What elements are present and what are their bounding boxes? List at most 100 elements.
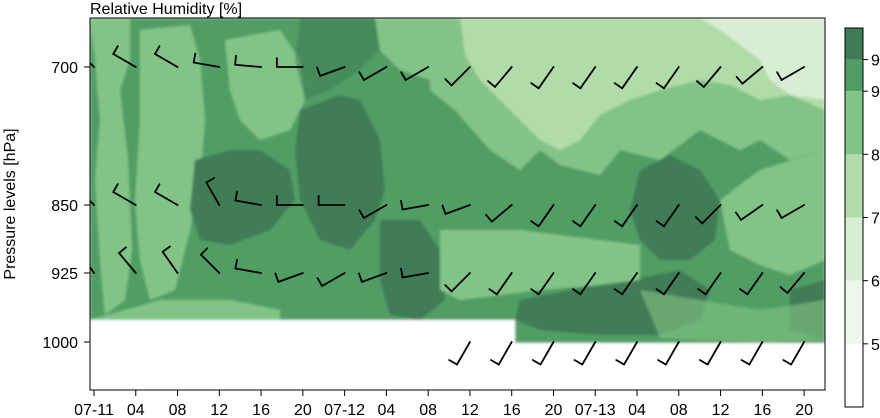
wind-barb <box>655 272 680 296</box>
wind-barbs <box>90 45 806 366</box>
wind-barb <box>112 183 137 206</box>
wind-barb <box>234 54 262 68</box>
wind-barb <box>655 66 680 90</box>
wind-barb <box>400 267 430 279</box>
wind-barb <box>572 66 597 90</box>
wind-barb <box>694 204 722 225</box>
x-tick-label: 07-13 <box>575 402 616 418</box>
colorbar-tick-label: 95 <box>871 53 880 70</box>
x-tick-label: 20 <box>795 402 813 418</box>
colorbar-segment <box>845 154 863 218</box>
x-tick-label: 12 <box>712 402 730 418</box>
wind-barb <box>613 272 638 296</box>
wind-barb <box>112 45 137 68</box>
x-tick-label: 16 <box>753 402 771 418</box>
rh-band-60-70 <box>700 18 825 100</box>
wind-barb <box>573 341 597 366</box>
wind-barb <box>490 341 513 366</box>
wind-barb <box>161 245 179 274</box>
wind-barb <box>444 66 471 87</box>
colorbar-segment <box>845 217 863 281</box>
colorbar-segment <box>845 280 863 344</box>
wind-barb <box>696 66 722 88</box>
y-tick-label: 925 <box>51 266 78 283</box>
wind-barb <box>487 66 513 88</box>
wind-barb <box>200 247 221 274</box>
wind-barb <box>615 341 638 366</box>
y-tick-label: 850 <box>51 198 78 215</box>
no-data-region-left <box>90 320 515 390</box>
wind-barb <box>776 204 806 219</box>
colorbar-segment <box>845 28 863 60</box>
wind-barb <box>358 204 388 219</box>
colorbar-tick-label: 70 <box>871 211 880 228</box>
x-tick-label: 04 <box>378 402 396 418</box>
x-tick-label: 12 <box>461 402 479 418</box>
wind-barb <box>734 204 764 221</box>
wind-barb <box>274 272 304 283</box>
colorbar-tick-label: 50 <box>871 337 880 354</box>
wind-barb <box>192 52 221 68</box>
wind-barb <box>400 199 430 211</box>
x-tick-label: 08 <box>419 402 437 418</box>
x-tick-label: 12 <box>210 402 228 418</box>
wind-barb <box>740 341 764 366</box>
wind-barb <box>530 204 555 228</box>
x-tick-label: 08 <box>670 402 688 418</box>
wind-barb <box>441 204 471 215</box>
wind-barb <box>90 265 95 274</box>
colorbar-segment <box>845 343 863 407</box>
y-tick-label: 1000 <box>42 335 78 352</box>
x-tick-label: 16 <box>252 402 270 418</box>
wind-barb <box>118 246 137 274</box>
x-axis: 07-11 04 08 12 16 20 07-12 04 08 12 16 20 07-13 04 08 1… <box>74 390 813 418</box>
x-tick-label: 20 <box>294 402 312 418</box>
y-axis: 700 850 925 1000 <box>42 60 90 352</box>
rh-band-90-95 <box>295 95 385 250</box>
wind-barb <box>657 341 680 366</box>
x-tick-label: 04 <box>628 402 646 418</box>
wind-barb <box>444 272 471 293</box>
wind-barb <box>530 66 555 90</box>
chart-title: Relative Humidity [%] <box>90 1 242 18</box>
wind-barb <box>735 66 764 85</box>
colorbar-tick-label: 80 <box>871 147 880 164</box>
rh-band-70-75 <box>460 18 825 150</box>
wind-barb <box>531 341 555 366</box>
wind-barb <box>572 204 597 228</box>
wind-barb <box>400 66 430 81</box>
wind-barb <box>317 195 346 206</box>
x-tick-label: 07-12 <box>324 402 365 418</box>
wind-barb <box>275 57 304 68</box>
plot-frame <box>89 17 826 391</box>
wind-barb <box>358 66 388 81</box>
x-tick-label: 16 <box>503 402 521 418</box>
wind-barb <box>90 61 95 68</box>
wind-barb <box>316 66 346 77</box>
wind-barb <box>530 272 555 296</box>
wind-barb <box>613 204 638 228</box>
wind-barb <box>613 66 638 90</box>
x-tick-label: 20 <box>545 402 563 418</box>
wind-barb <box>655 204 680 228</box>
wind-barb <box>234 258 262 274</box>
wind-barb <box>779 272 806 294</box>
wind-barb <box>234 190 262 206</box>
wind-barb <box>448 341 471 366</box>
wind-barb <box>698 341 722 366</box>
colorbar: 50 60 70 80 90 95 <box>844 27 880 408</box>
colorbar-segment <box>845 59 863 92</box>
x-tick-label: 08 <box>169 402 187 418</box>
humidity-field <box>90 18 825 390</box>
wind-barb <box>485 204 513 223</box>
wind-barb <box>776 66 806 81</box>
wind-barb <box>275 195 304 206</box>
wind-barb <box>739 272 764 296</box>
x-tick-label: 04 <box>127 402 145 418</box>
colorbar-tick-label: 90 <box>871 84 880 101</box>
x-tick-label: 07-11 <box>74 402 114 418</box>
y-tick-label: 700 <box>51 60 78 77</box>
no-data-region-right <box>515 343 825 390</box>
y-axis-label: Pressure levels [hPa] <box>2 128 19 279</box>
